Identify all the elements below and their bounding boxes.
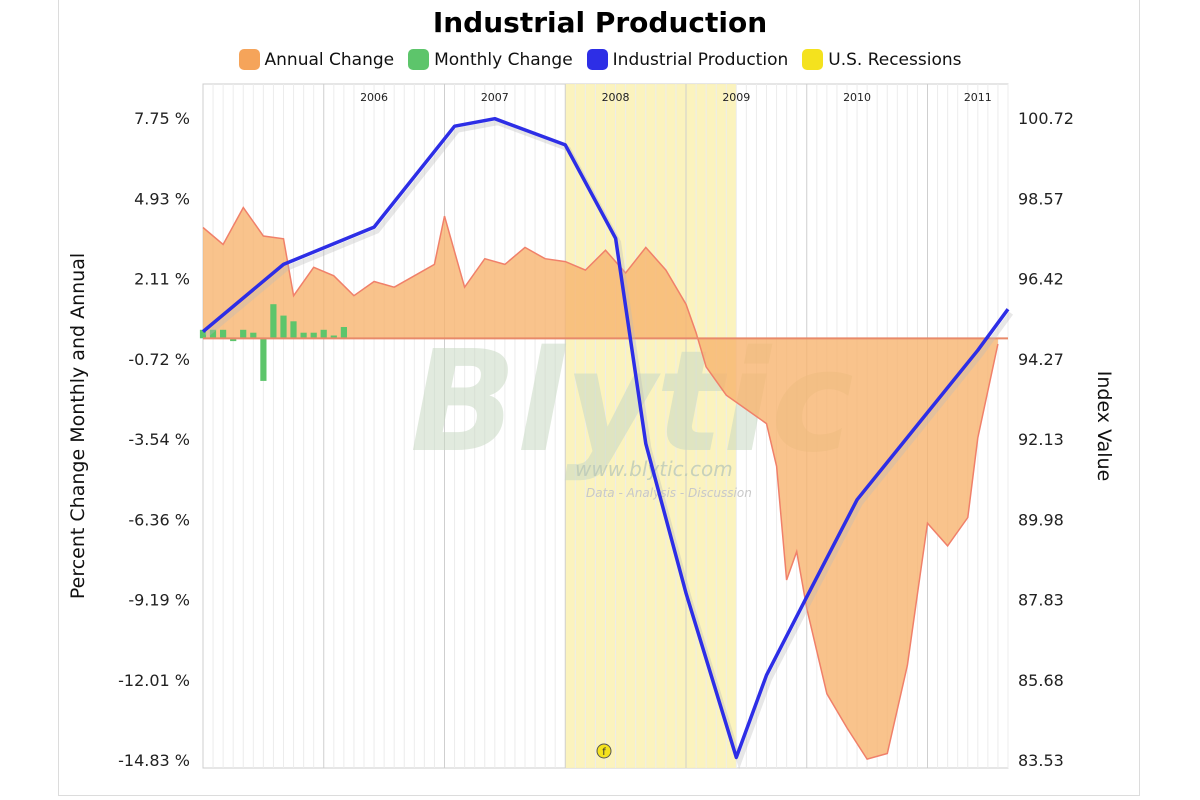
- legend-swatch-recessions: [802, 49, 824, 70]
- year-label: 2010: [843, 91, 871, 104]
- legend-item-monthly[interactable]: Monthly Change: [408, 49, 573, 70]
- year-label: 2006: [360, 91, 388, 104]
- y-left-tick-label: 7.75 %: [134, 109, 190, 128]
- y-right-tick-label: 87.83: [1018, 591, 1064, 610]
- monthly-change-bar: [280, 315, 287, 339]
- y-left-tick-label: -9.19 %: [128, 591, 190, 610]
- y-left-tick-label: -3.54 %: [128, 430, 190, 449]
- legend-item-annual[interactable]: Annual Change: [238, 49, 395, 70]
- industrial-production-line: [201, 116, 1010, 760]
- legend-swatch-monthly: [408, 49, 430, 70]
- monthly-change-bar: [310, 332, 317, 339]
- chart-frame: [58, 0, 1140, 796]
- monthly-change-bar: [270, 304, 277, 339]
- monthly-change-bar: [290, 321, 297, 339]
- legend-label-production: Industrial Production: [612, 49, 789, 70]
- chart-title: Industrial Production: [432, 6, 768, 39]
- y-right-tick-label: 83.53: [1018, 751, 1064, 770]
- monthly-change-bar: [250, 332, 257, 339]
- event-flag-marker: [596, 743, 612, 759]
- event-flag-label: f: [602, 747, 606, 758]
- y-right-tick-label: 92.13: [1018, 430, 1064, 449]
- industrial-production-shadow: [204, 120, 1014, 770]
- y-right-tick-label: 85.68: [1018, 671, 1064, 690]
- monthly-change-bar: [199, 329, 207, 339]
- y-left-axis-title: Percent Change Monthly and Annual: [67, 253, 89, 599]
- legend-label-monthly: Monthly Change: [434, 49, 573, 70]
- y-left-tick-label: -12.01 %: [118, 671, 190, 690]
- monthly-change-bar: [230, 338, 237, 342]
- y-left-tick-label: -6.36 %: [128, 510, 190, 529]
- legend-item-recessions[interactable]: U.S. Recessions: [802, 49, 961, 70]
- y-right-tick-label: 98.57: [1018, 189, 1064, 208]
- year-label: 2007: [481, 91, 509, 104]
- y-right-tick-label: 89.98: [1018, 510, 1064, 529]
- y-left-tick-label: 4.93 %: [134, 189, 190, 208]
- monthly-change-bar: [340, 327, 347, 339]
- monthly-change-bar: [209, 329, 217, 339]
- monthly-change-bar: [300, 332, 307, 339]
- y-right-tick-label: 100.72: [1018, 109, 1074, 128]
- monthly-change-bar: [260, 338, 267, 381]
- legend-label-annual: Annual Change: [264, 49, 395, 70]
- annual-change-line: [202, 206, 999, 760]
- monthly-change-bar: [320, 329, 327, 339]
- legend-label-recessions: U.S. Recessions: [828, 49, 962, 70]
- monthly-change-bar: [220, 329, 227, 339]
- year-label: 2009: [722, 91, 750, 104]
- watermark-tagline: Data - Analysis - Discussion: [586, 486, 752, 500]
- annual-change-area: [203, 207, 998, 760]
- legend-swatch-production: [586, 49, 608, 70]
- y-right-axis-title: Index Value: [1093, 371, 1115, 482]
- y-left-tick-label: -0.72 %: [128, 350, 190, 369]
- legend-swatch-annual: [238, 49, 260, 70]
- y-right-tick-label: 94.27: [1018, 350, 1064, 369]
- year-label: 2008: [602, 91, 630, 104]
- year-label: 2011: [964, 91, 992, 104]
- legend: Annual Change Monthly Change Industrial …: [0, 49, 1200, 70]
- y-left-tick-label: -14.83 %: [118, 751, 190, 770]
- monthly-change-bar: [240, 329, 247, 339]
- legend-item-production[interactable]: Industrial Production: [586, 49, 789, 70]
- monthly-change-bar: [330, 335, 337, 339]
- y-right-tick-label: 96.42: [1018, 270, 1064, 289]
- y-left-tick-label: 2.11 %: [134, 270, 190, 289]
